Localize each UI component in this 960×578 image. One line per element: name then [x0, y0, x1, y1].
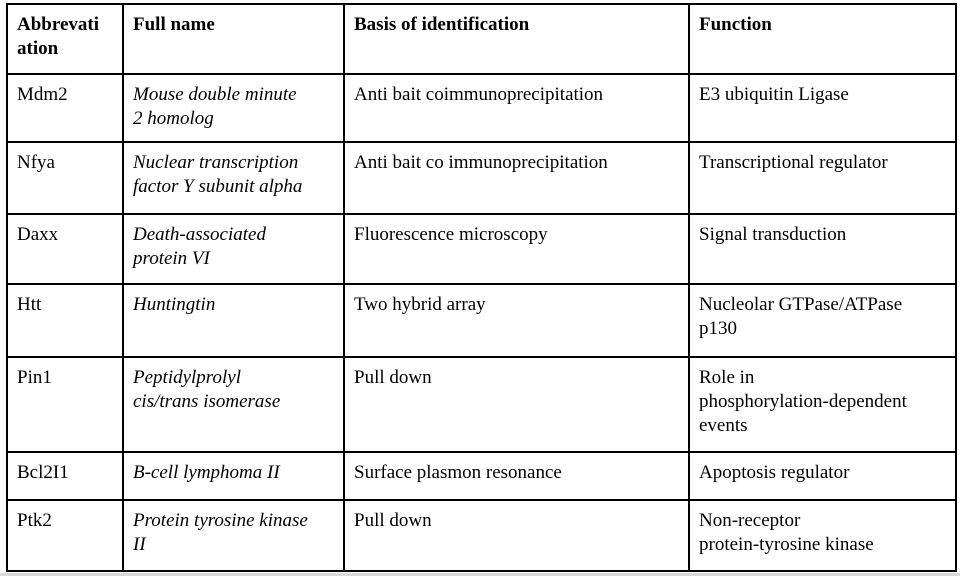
table-row: Mdm2 Mouse double minute 2 homolog Anti … [6, 73, 957, 143]
cell-full-name: Mouse double minute 2 homolog [122, 73, 345, 143]
protein-interaction-table: Abbrevati ation Full name Basis of ident… [6, 3, 957, 572]
table-header-row: Abbrevati ation Full name Basis of ident… [6, 3, 957, 75]
page-edge-line [0, 573, 960, 576]
table-row: Bcl2I1 B-cell lymphoma II Surface plasmo… [6, 451, 957, 501]
header-cell-function: Function [688, 3, 957, 75]
cell-full-name: Nuclear transcription factor Y subunit a… [122, 141, 345, 215]
cell-function: Transcriptional regulator [688, 141, 957, 215]
cell-abbreviation: Bcl2I1 [6, 451, 124, 501]
cell-abbreviation: Mdm2 [6, 73, 124, 143]
header-cell-full-name: Full name [122, 3, 345, 75]
table-row: Nfya Nuclear transcription factor Y subu… [6, 141, 957, 215]
cell-function: Apoptosis regulator [688, 451, 957, 501]
cell-abbreviation: Htt [6, 283, 124, 358]
table-row: Ptk2 Protein tyrosine kinase II Pull dow… [6, 499, 957, 572]
header-cell-abbreviation: Abbrevati ation [6, 3, 124, 75]
cell-full-name: B-cell lymphoma II [122, 451, 345, 501]
cell-basis-of-identification: Two hybrid array [343, 283, 690, 358]
table-row: Pin1 Peptidylprolyl cis/trans isomerase … [6, 356, 957, 453]
cell-abbreviation: Pin1 [6, 356, 124, 453]
cell-full-name: Death-associated protein VI [122, 213, 345, 285]
table-row: Daxx Death-associated protein VI Fluores… [6, 213, 957, 285]
cell-abbreviation: Nfya [6, 141, 124, 215]
cell-basis-of-identification: Surface plasmon resonance [343, 451, 690, 501]
cell-function: Non-receptor protein-tyrosine kinase [688, 499, 957, 572]
header-cell-basis-of-identification: Basis of identification [343, 3, 690, 75]
cell-full-name: Huntingtin [122, 283, 345, 358]
cell-basis-of-identification: Fluorescence microscopy [343, 213, 690, 285]
cell-basis-of-identification: Anti bait co immunoprecipitation [343, 141, 690, 215]
cell-function: E3 ubiquitin Ligase [688, 73, 957, 143]
cell-function: Role in phosphorylation-dependent events [688, 356, 957, 453]
cell-abbreviation: Daxx [6, 213, 124, 285]
cell-basis-of-identification: Anti bait coimmunoprecipitation [343, 73, 690, 143]
cell-abbreviation: Ptk2 [6, 499, 124, 572]
cell-full-name: Peptidylprolyl cis/trans isomerase [122, 356, 345, 453]
cell-function: Signal transduction [688, 213, 957, 285]
table-row: Htt Huntingtin Two hybrid array Nucleola… [6, 283, 957, 358]
cell-basis-of-identification: Pull down [343, 499, 690, 572]
cell-full-name: Protein tyrosine kinase II [122, 499, 345, 572]
cell-basis-of-identification: Pull down [343, 356, 690, 453]
cell-function: Nucleolar GTPase/ATPase p130 [688, 283, 957, 358]
